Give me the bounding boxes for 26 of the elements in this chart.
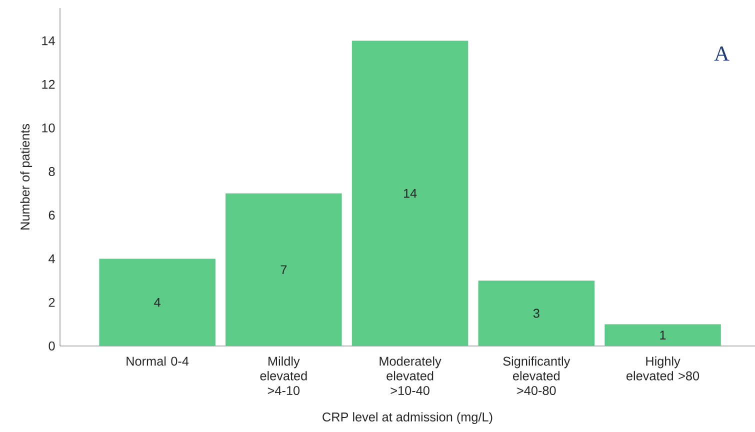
y-tick-label: 10 <box>42 123 55 132</box>
y-tick-label: 4 <box>48 254 55 264</box>
annotation: A <box>714 46 730 61</box>
bar <box>604 324 721 346</box>
bar <box>99 258 216 346</box>
bar <box>352 40 468 346</box>
data-label: 7 <box>280 265 287 274</box>
x-tick-label: Normal 0-4 <box>126 356 189 366</box>
x-tick-label: Significantly elevated >40-80 <box>503 356 570 396</box>
data-label: 4 <box>154 298 160 307</box>
x-tick-label: Highly elevated >80 <box>626 356 700 380</box>
bar <box>478 280 595 346</box>
y-tick-label: 0 <box>48 342 55 350</box>
y-tick-label: 8 <box>48 167 55 176</box>
y-tick-label: 6 <box>48 210 55 220</box>
data-label: 3 <box>533 308 540 318</box>
x-axis-title: CRP level at admission (mg/L) <box>322 412 492 424</box>
y-tick-label: 14 <box>42 36 55 46</box>
y-axis-title: Number of patients <box>20 124 32 230</box>
x-tick-label: Moderately elevated >10-40 <box>380 356 442 396</box>
y-tick-label: 12 <box>42 80 55 89</box>
y-tick-label: 2 <box>48 298 55 307</box>
data-label: 14 <box>404 188 417 198</box>
bar <box>226 193 342 346</box>
x-tick-label: Mildly elevated >4-10 <box>260 356 307 396</box>
data-label: 1 <box>660 330 666 340</box>
